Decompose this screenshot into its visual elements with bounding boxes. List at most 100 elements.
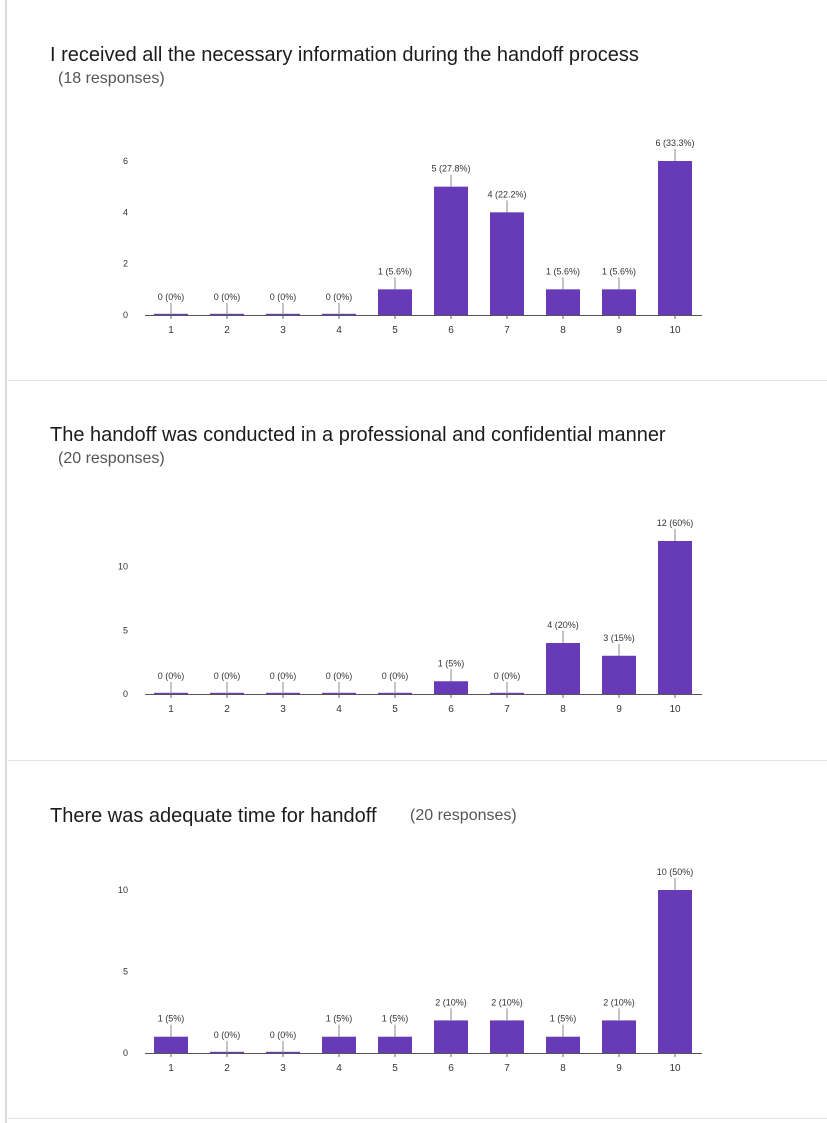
data-label: 0 (0%) xyxy=(158,671,185,681)
x-tick-label: 4 xyxy=(336,325,342,336)
data-label: 6 (33.3%) xyxy=(655,138,694,148)
x-tick-label: 10 xyxy=(669,704,681,715)
data-label: 1 (5%) xyxy=(438,658,465,668)
data-label: 0 (0%) xyxy=(158,292,185,302)
data-label: 12 (60%) xyxy=(657,518,694,528)
y-tick-label: 10 xyxy=(118,562,128,572)
x-tick-label: 2 xyxy=(224,325,230,336)
data-label: 0 (0%) xyxy=(214,671,241,681)
x-tick-label: 1 xyxy=(168,704,174,715)
question-title: There was adequate time for handoff xyxy=(50,805,377,827)
x-tick-label: 9 xyxy=(616,704,622,715)
x-tick-label: 6 xyxy=(448,704,454,715)
bar xyxy=(378,1036,412,1053)
x-tick-label: 8 xyxy=(560,325,566,336)
y-tick-label: 6 xyxy=(123,156,128,166)
x-tick-label: 10 xyxy=(669,1063,681,1074)
response-count: (20 responses) xyxy=(410,807,517,824)
data-label: 0 (0%) xyxy=(270,1030,297,1040)
y-tick-label: 4 xyxy=(123,207,128,217)
data-label: 1 (5%) xyxy=(382,1014,409,1024)
data-label: 4 (22.2%) xyxy=(487,189,526,199)
x-tick-label: 5 xyxy=(392,704,398,715)
bar xyxy=(154,1036,188,1053)
bar-chart-3: 0 5 10 1 (5%) 1 0 (0%) 2 0 (0%) 3 1 (5%) 4 1 (5%) 5 2… xyxy=(118,867,702,1074)
question-title: I received all the necessary information… xyxy=(50,44,639,66)
response-count: (20 responses) xyxy=(58,450,165,467)
data-label: 10 (50%) xyxy=(657,867,694,877)
section-divider xyxy=(8,1118,827,1119)
data-label: 0 (0%) xyxy=(326,671,353,681)
y-tick-label: 10 xyxy=(118,885,128,895)
x-tick-label: 9 xyxy=(616,325,622,336)
data-label: 1 (5%) xyxy=(158,1014,185,1024)
data-label: 0 (0%) xyxy=(326,292,353,302)
data-label: 5 (27.8%) xyxy=(431,164,470,174)
bar xyxy=(546,643,580,694)
x-tick-label: 6 xyxy=(448,325,454,336)
y-tick-label: 0 xyxy=(123,310,128,320)
bar xyxy=(490,1020,524,1053)
bar-chart-2: 0 5 10 0 (0%) 1 0 (0%) 2 0 (0%) 3 0 (0%) 4 0 (0%) 5 1… xyxy=(118,518,702,715)
bar xyxy=(322,1036,356,1053)
x-tick-label: 6 xyxy=(448,1063,454,1074)
data-label: 0 (0%) xyxy=(382,671,409,681)
question-title: The handoff was conducted in a professio… xyxy=(50,424,666,446)
page-left-border xyxy=(5,0,7,1123)
bar xyxy=(434,186,468,315)
x-tick-label: 8 xyxy=(560,704,566,715)
x-tick-label: 10 xyxy=(669,325,681,336)
data-label: 3 (15%) xyxy=(603,633,635,643)
data-label: 2 (10%) xyxy=(435,997,467,1007)
x-tick-label: 7 xyxy=(504,704,510,715)
data-label: 0 (0%) xyxy=(270,671,297,681)
data-label: 0 (0%) xyxy=(214,292,241,302)
data-label: 1 (5.6%) xyxy=(378,266,412,276)
y-tick-label: 5 xyxy=(123,967,128,977)
x-tick-label: 9 xyxy=(616,1063,622,1074)
x-tick-label: 7 xyxy=(504,1063,510,1074)
bar xyxy=(490,212,524,315)
data-label: 4 (20%) xyxy=(547,620,579,630)
data-label: 2 (10%) xyxy=(603,997,635,1007)
bar xyxy=(602,1020,636,1053)
data-label: 1 (5.6%) xyxy=(602,266,636,276)
x-tick-label: 3 xyxy=(280,1063,286,1074)
x-tick-label: 5 xyxy=(392,1063,398,1074)
x-tick-label: 5 xyxy=(392,325,398,336)
x-tick-label: 4 xyxy=(336,1063,342,1074)
data-label: 1 (5%) xyxy=(550,1014,577,1024)
x-tick-label: 2 xyxy=(224,1063,230,1074)
bar xyxy=(602,289,636,315)
x-tick-label: 3 xyxy=(280,704,286,715)
bar xyxy=(378,289,412,315)
bar xyxy=(658,161,692,315)
section-divider xyxy=(8,380,827,381)
x-tick-label: 4 xyxy=(336,704,342,715)
x-tick-label: 1 xyxy=(168,325,174,336)
bar xyxy=(546,289,580,315)
bar xyxy=(546,1036,580,1053)
bar xyxy=(658,890,692,1053)
x-tick-label: 8 xyxy=(560,1063,566,1074)
data-label: 2 (10%) xyxy=(491,997,523,1007)
x-tick-label: 3 xyxy=(280,325,286,336)
data-label: 1 (5.6%) xyxy=(546,266,580,276)
bar xyxy=(434,681,468,694)
response-count: (18 responses) xyxy=(58,70,165,87)
bar xyxy=(658,541,692,694)
y-tick-label: 2 xyxy=(123,259,128,269)
y-tick-label: 0 xyxy=(123,1048,128,1058)
bar-chart-1: 0 2 4 6 0 (0%) 1 0 (0%) 2 0 (0%) 3 0 (0%) 4 1 (5.6%)… xyxy=(123,138,702,336)
x-tick-label: 1 xyxy=(168,1063,174,1074)
data-label: 0 (0%) xyxy=(494,671,521,681)
section-divider xyxy=(8,760,827,761)
x-tick-label: 7 xyxy=(504,325,510,336)
x-tick-label: 2 xyxy=(224,704,230,715)
data-label: 0 (0%) xyxy=(270,292,297,302)
data-label: 0 (0%) xyxy=(214,1030,241,1040)
data-label: 1 (5%) xyxy=(326,1014,353,1024)
y-tick-label: 0 xyxy=(123,689,128,699)
y-tick-label: 5 xyxy=(123,625,128,635)
bar xyxy=(602,655,636,694)
